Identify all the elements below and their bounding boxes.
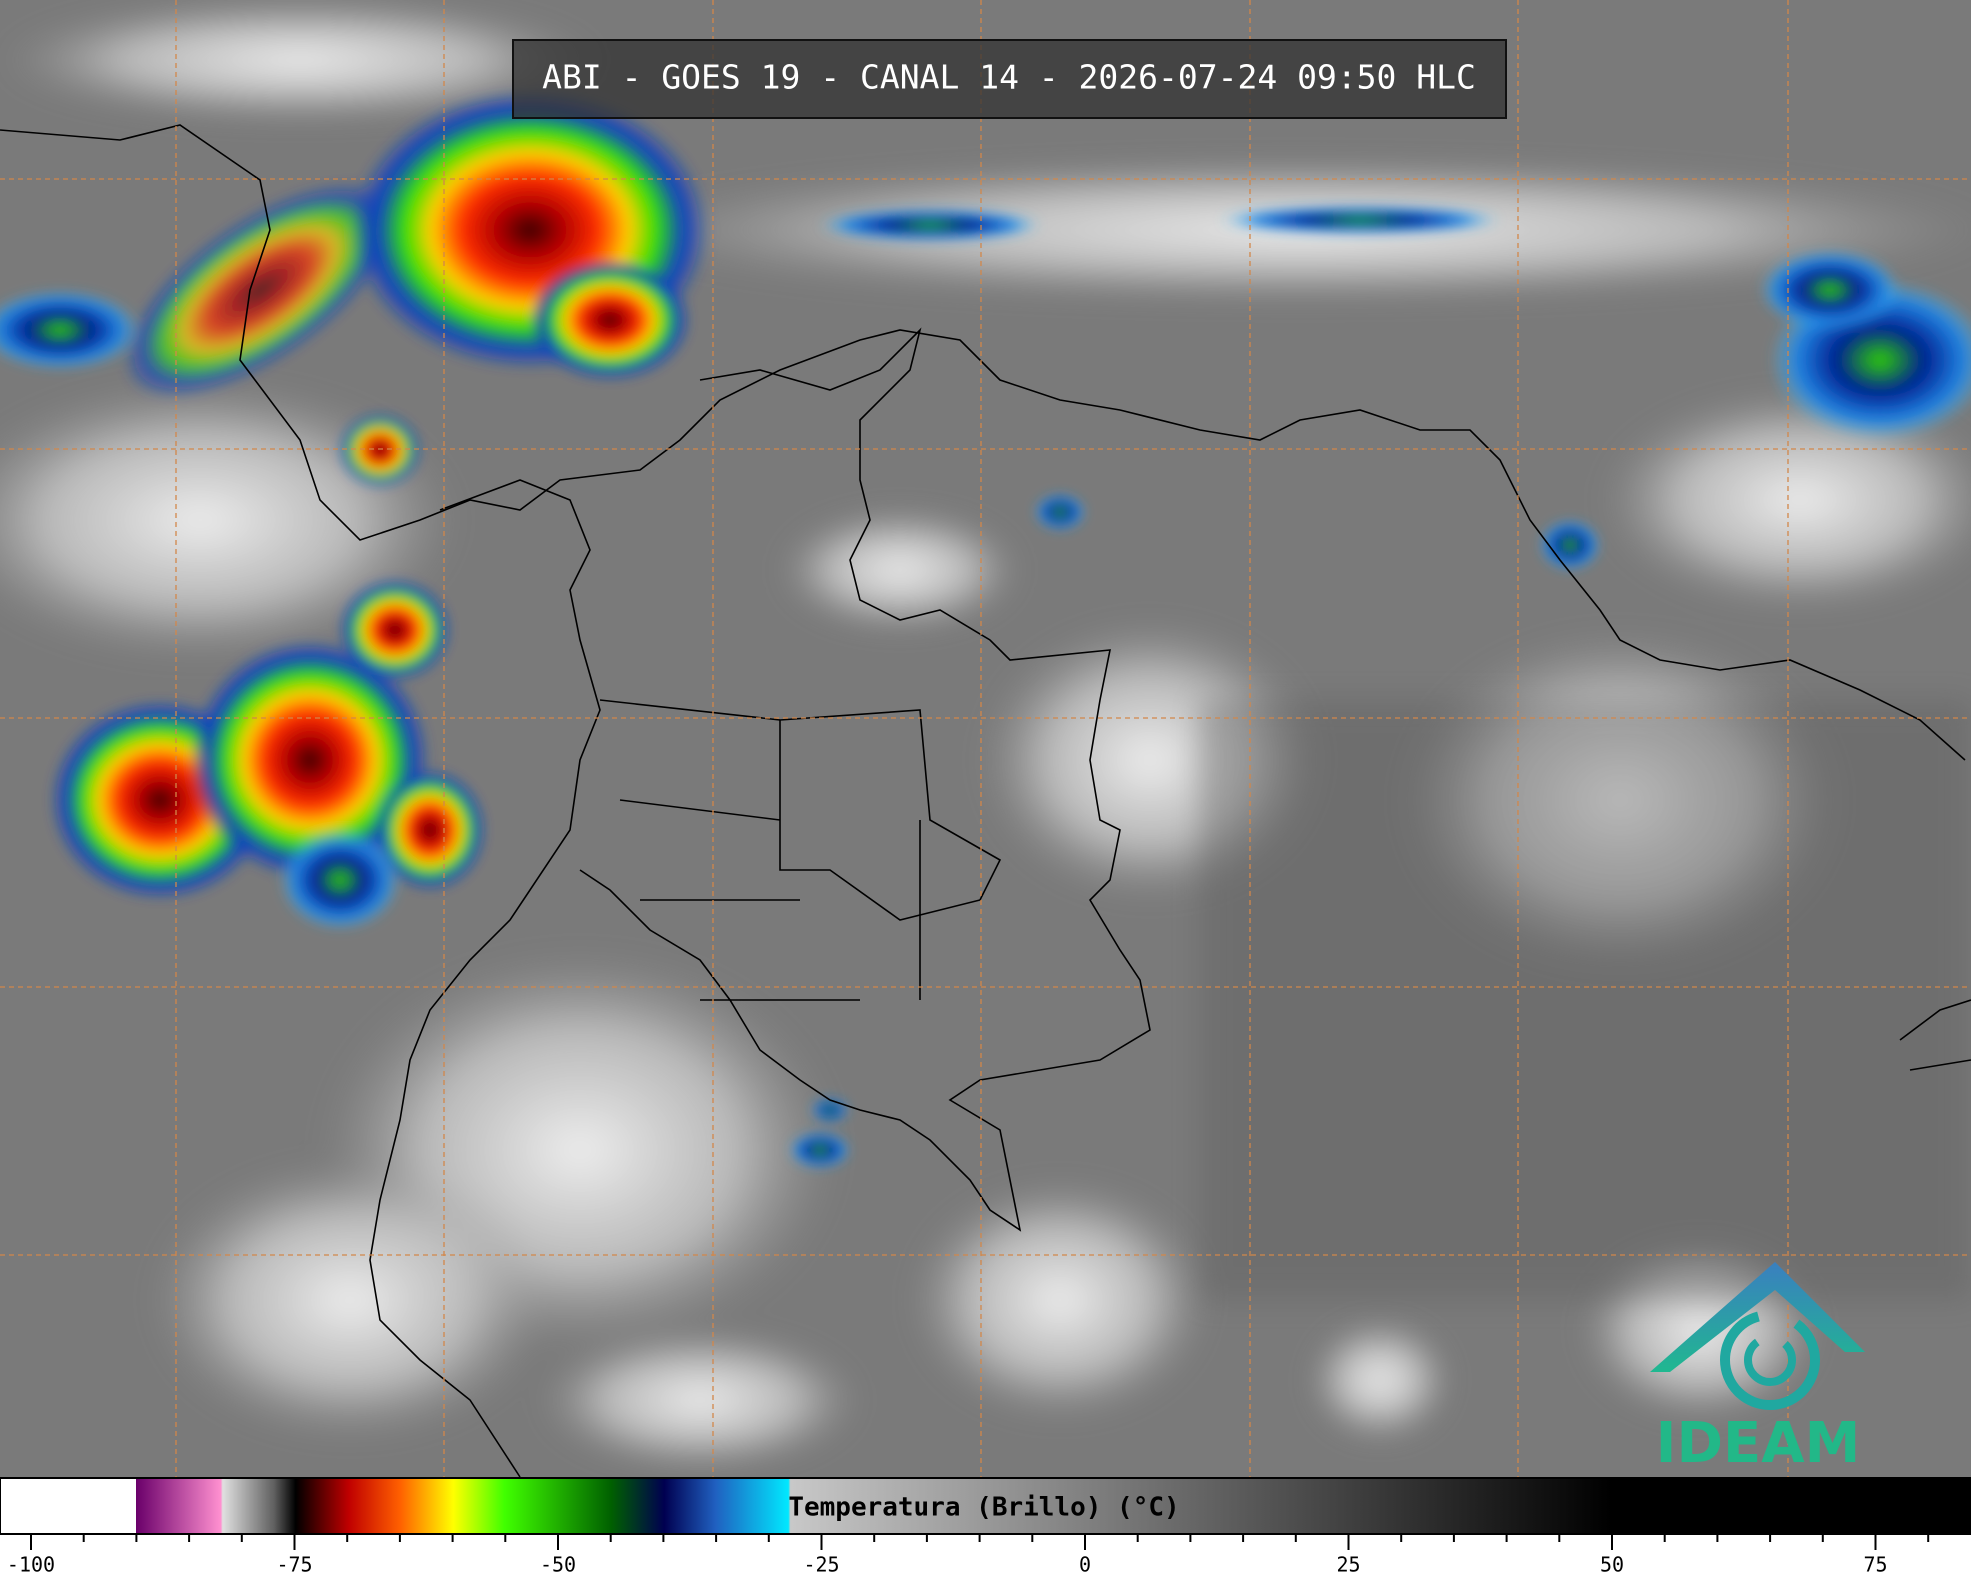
logo: IDEAM xyxy=(1650,1262,1865,1476)
colorbar-ticks: -100 -75 -50 -25 0 25 50 75 xyxy=(7,1534,1930,1577)
tick-label: -25 xyxy=(803,1553,839,1577)
tick-label: -50 xyxy=(540,1553,576,1577)
tick-label: -100 xyxy=(7,1553,55,1577)
title: ABI - GOES 19 - CANAL 14 - 2026-07-24 09… xyxy=(542,58,1476,97)
tick-label: -75 xyxy=(276,1553,312,1577)
tick-label: 25 xyxy=(1336,1553,1360,1577)
colorbar xyxy=(0,1477,1971,1535)
tick-label: 75 xyxy=(1863,1553,1887,1577)
dark-region xyxy=(1200,700,1971,1300)
tick-label: 50 xyxy=(1600,1553,1624,1577)
graticule xyxy=(0,0,1971,1477)
borders xyxy=(0,124,1971,1478)
convection xyxy=(0,90,1971,1168)
title-box xyxy=(512,39,1507,119)
tick-label: 0 xyxy=(1079,1553,1091,1577)
logo-text: IDEAM xyxy=(1656,1411,1861,1476)
colorbar-label: Temperatura (Brillo) (°C) xyxy=(788,1493,1179,1523)
